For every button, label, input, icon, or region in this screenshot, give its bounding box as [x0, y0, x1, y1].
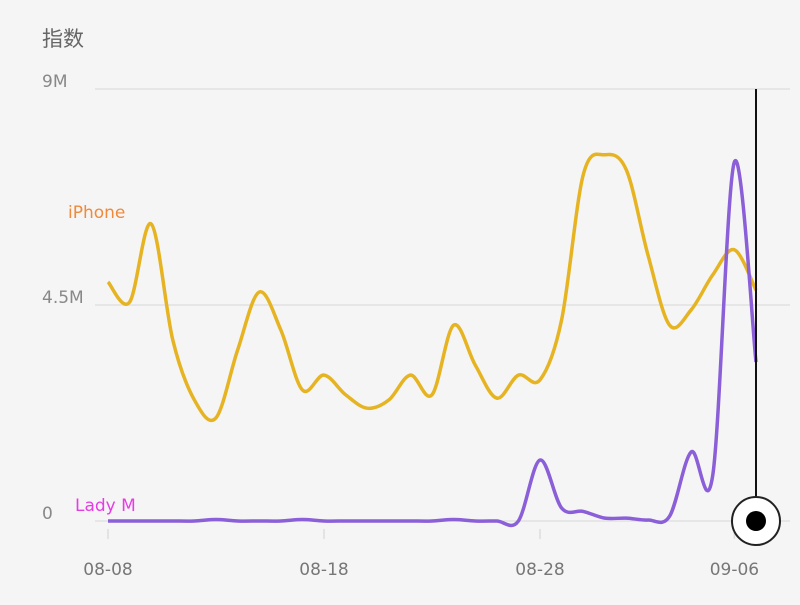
y-tick-label: 4.5M	[42, 288, 84, 308]
x-tick-label: 09-06	[710, 560, 759, 580]
cursor-dot	[746, 511, 766, 531]
series-line	[107, 158, 758, 528]
y-tick-label: 0	[42, 504, 53, 524]
x-tick-label: 08-28	[515, 560, 564, 580]
legend-label: Lady M	[75, 496, 136, 516]
x-tick-label: 08-18	[299, 560, 348, 580]
legend-label: iPhone	[68, 203, 125, 223]
series-line	[106, 152, 758, 423]
x-tick-label: 08-08	[83, 560, 132, 580]
y-tick-label: 9M	[42, 72, 67, 92]
chart-title: 指数	[42, 27, 84, 51]
